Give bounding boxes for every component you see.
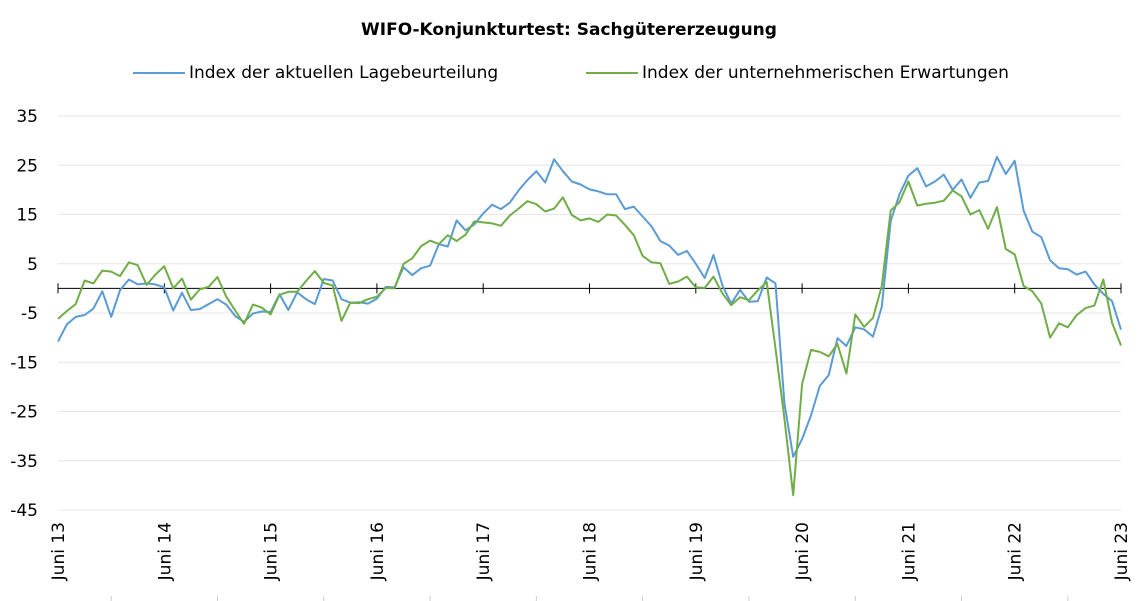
legend-swatch-lage: [133, 72, 185, 74]
x-tick-label: Juni 15: [262, 522, 282, 581]
legend-swatch-erwartungen: [586, 72, 638, 74]
y-tick-label: -15: [10, 353, 38, 373]
legend: Index der aktuellen Lagebeurteilung Inde…: [0, 63, 1138, 87]
y-tick-label: 15: [16, 206, 38, 226]
legend-item-lage: Index der aktuellen Lagebeurteilung: [133, 63, 498, 83]
x-tick-label: Juni 23: [1112, 522, 1132, 581]
x-tick-label: Juni 22: [1006, 522, 1026, 581]
legend-label-erwartungen: Index der unternehmerischen Erwartungen: [642, 63, 1009, 83]
y-tick-label: -35: [10, 452, 38, 472]
y-tick-label: -45: [10, 501, 38, 521]
x-tick-label: Juni 16: [368, 522, 388, 581]
x-tick-label: Juni 13: [49, 522, 69, 581]
chart-title: WIFO-Konjunkturtest: Sachgütererzeugung: [361, 20, 777, 40]
y-tick-label: -5: [21, 304, 38, 324]
x-tick-label: Juni 18: [581, 522, 601, 581]
x-tick-label: Juni 14: [155, 522, 175, 581]
legend-item-erwartungen: Index der unternehmerischen Erwartungen: [586, 63, 1009, 83]
x-tick-label: Juni 17: [474, 522, 494, 581]
y-tick-label: -25: [10, 403, 38, 423]
y-tick-label: 35: [16, 107, 38, 127]
x-tick-label: Juni 19: [687, 522, 707, 581]
x-tick-label: Juni 21: [899, 522, 919, 581]
y-tick-label: 5: [27, 255, 38, 275]
y-tick-label: 25: [16, 156, 38, 176]
legend-label-lage: Index der aktuellen Lagebeurteilung: [189, 63, 499, 83]
series-line-lage: [57, 155, 1122, 458]
series-line-erwartungen: [57, 180, 1122, 497]
x-tick-label: Juni 20: [793, 522, 813, 581]
